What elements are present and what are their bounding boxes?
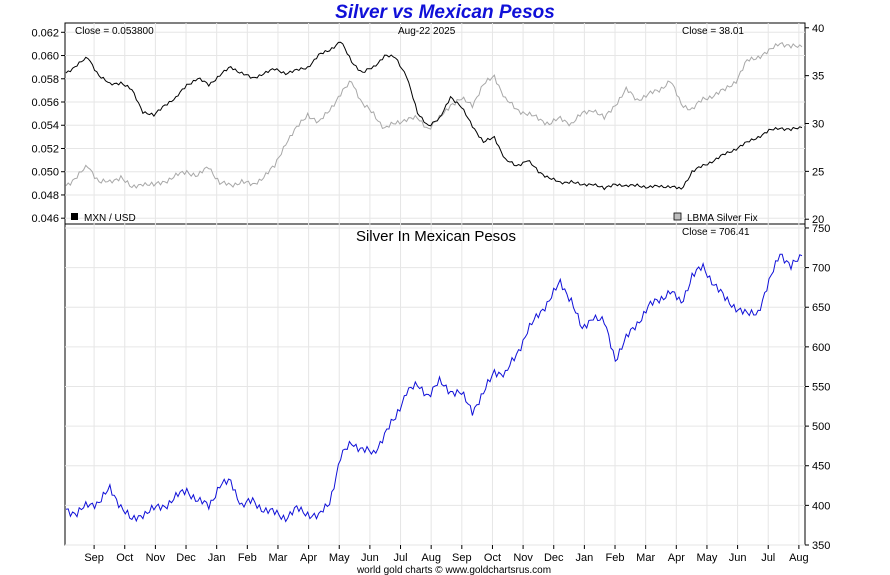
- series-line-silver-fix: [65, 42, 803, 189]
- y-left-tick-label: 0.062: [31, 27, 59, 39]
- x-tick-label: Oct: [116, 552, 133, 564]
- bottom-series: [65, 253, 803, 523]
- x-tick-label: Feb: [238, 552, 257, 564]
- legend-mxn-swatch: [71, 213, 78, 220]
- y-right-tick-label: 350: [812, 540, 830, 552]
- x-tick-label: May: [697, 552, 718, 564]
- x-tick-label: Nov: [146, 552, 166, 564]
- x-tick-label: Dec: [176, 552, 196, 564]
- axis-ticks: Sep Oct Nov Dec Jan Feb Mar Apr May Jun Jul Aug Sep O…: [31, 23, 830, 564]
- x-tick-label: Sep: [452, 552, 472, 564]
- y-right-tick-label: 400: [812, 500, 830, 512]
- y-left-tick-label: 0.060: [31, 51, 59, 63]
- top-grid: [65, 23, 805, 224]
- legend-silver-swatch: [673, 212, 682, 221]
- y-right-tick-label: 550: [812, 381, 830, 393]
- x-tick-label: Sep: [84, 552, 104, 564]
- y-right-tick-label: 30: [812, 119, 824, 131]
- y-right-tick-label: 40: [812, 23, 824, 35]
- y-right-tick-label: 20: [812, 214, 824, 226]
- series-line-mxn-usd: [65, 41, 803, 191]
- mxn-close-label: Close = 0.053800: [75, 26, 154, 37]
- x-tick-label: Jan: [576, 552, 594, 564]
- y-right-tick-label: 700: [812, 263, 830, 275]
- legend-silver-label: LBMA Silver Fix: [687, 213, 758, 224]
- y-right-tick-label: 450: [812, 461, 830, 473]
- x-tick-label: Dec: [544, 552, 564, 564]
- y-left-tick-label: 0.046: [31, 213, 59, 225]
- legend-mxn-label: MXN / USD: [84, 213, 136, 224]
- y-right-tick-label: 750: [812, 223, 830, 235]
- x-tick-label: Jul: [393, 552, 407, 564]
- x-tick-label: Feb: [606, 552, 625, 564]
- top-panel-frame: [64, 22, 806, 225]
- y-right-tick-label: 25: [812, 166, 824, 178]
- y-right-tick-label: 650: [812, 302, 830, 314]
- y-right-tick-label: 600: [812, 342, 830, 354]
- x-tick-label: Apr: [300, 552, 317, 564]
- x-tick-label: Jul: [761, 552, 775, 564]
- footer-credit: world gold charts © www.goldchartsrus.co…: [356, 565, 551, 575]
- x-tick-label: Mar: [268, 552, 287, 564]
- y-left-tick-label: 0.048: [31, 190, 59, 202]
- y-left-tick-label: 0.056: [31, 97, 59, 109]
- y-right-tick-label: 500: [812, 421, 830, 433]
- silver-close-label: Close = 38.01: [682, 26, 744, 37]
- top-series: [65, 41, 803, 191]
- x-tick-label: Apr: [668, 552, 685, 564]
- x-tick-label: Jun: [361, 552, 379, 564]
- x-tick-label: Aug: [789, 552, 809, 564]
- y-left-tick-label: 0.052: [31, 143, 59, 155]
- bottom-panel-title: Silver In Mexican Pesos: [356, 228, 516, 245]
- bottom-grid: [65, 224, 805, 546]
- chart-title: Silver vs Mexican Pesos: [335, 2, 555, 23]
- x-tick-label: Oct: [484, 552, 501, 564]
- y-left-tick-label: 0.058: [31, 74, 59, 86]
- x-tick-label: May: [329, 552, 350, 564]
- bottom-panel-frame: [64, 223, 806, 546]
- series-line-silver-mxn: [65, 253, 803, 523]
- date-label: Aug-22 2025: [398, 26, 456, 37]
- x-tick-label: Jun: [729, 552, 747, 564]
- silver-mxn-close-label: Close = 706.41: [682, 227, 750, 238]
- y-left-tick-label: 0.050: [31, 167, 59, 179]
- y-left-tick-label: 0.054: [31, 120, 59, 132]
- x-tick-label: Nov: [513, 552, 533, 564]
- y-right-tick-label: 35: [812, 71, 824, 83]
- x-tick-label: Jan: [208, 552, 226, 564]
- x-tick-label: Aug: [421, 552, 441, 564]
- x-tick-label: Mar: [636, 552, 655, 564]
